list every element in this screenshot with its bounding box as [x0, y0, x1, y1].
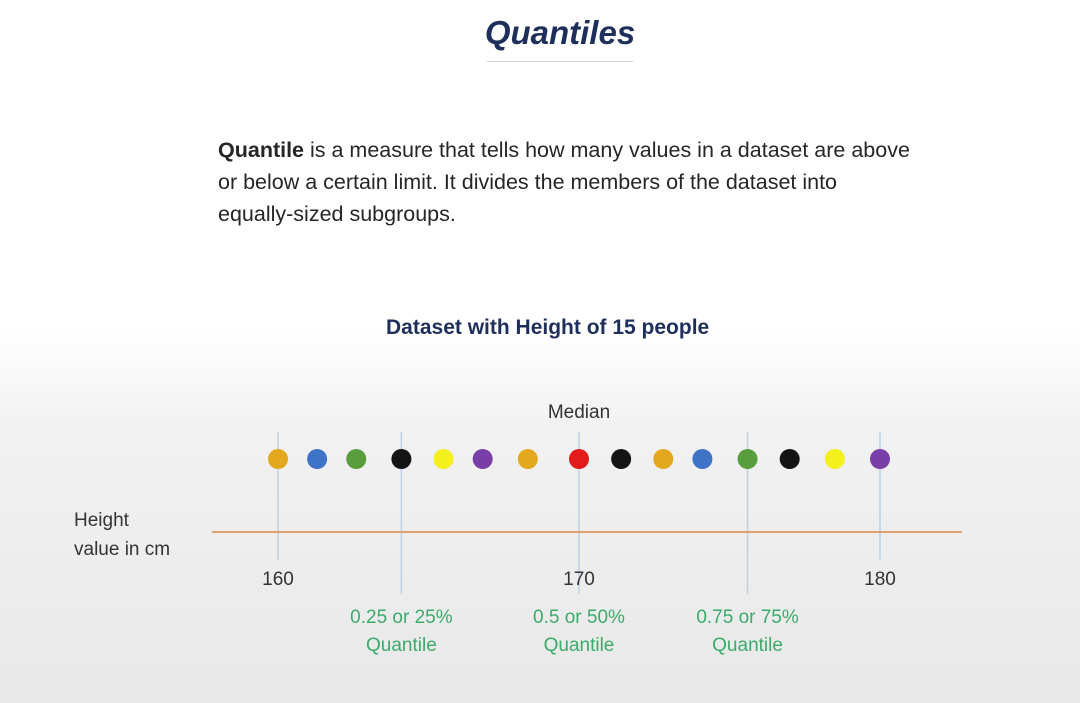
data-point-11 [692, 449, 713, 469]
quantile-label-1-line-2: Quantile [366, 635, 437, 656]
data-point-3 [346, 449, 367, 469]
quantile-label-3-line-1: 0.75 or 75% [696, 607, 799, 628]
tick-label-170: 170 [563, 569, 595, 590]
data-point-7 [517, 449, 538, 469]
definition-paragraph: Quantile is a measure that tells how man… [218, 134, 918, 230]
data-point-6 [472, 449, 493, 469]
data-point-15 [870, 449, 890, 469]
tick-label-160: 160 [262, 569, 294, 590]
title-underline [487, 61, 633, 62]
data-point-4 [391, 449, 412, 469]
data-point-10 [653, 449, 674, 469]
data-point-13 [779, 449, 800, 469]
axis-label-line-2: value in cm [74, 539, 171, 560]
tick-label-180: 180 [864, 569, 896, 590]
quantile-label-2-line-1: 0.5 or 50% [533, 607, 625, 628]
definition-term: Quantile [218, 138, 305, 162]
quantile-label-2-line-2: Quantile [544, 635, 615, 656]
quantile-label-1-line-1: 0.25 or 25% [350, 607, 453, 628]
data-point-2 [307, 449, 328, 469]
data-point-8 [569, 449, 589, 469]
axis-label: Height value in cm [74, 506, 170, 564]
data-point-12 [737, 449, 758, 469]
axis-label-line-1: Height [74, 510, 129, 531]
data-point-5 [433, 449, 454, 469]
definition-text: is a measure that tells how many values … [218, 138, 910, 226]
page-title: Quantiles [484, 14, 636, 51]
quantile-label-3-line-2: Quantile [712, 635, 783, 656]
chart-title: Dataset with Height of 15 people [386, 316, 710, 339]
data-point-14 [824, 449, 845, 469]
data-point-9 [611, 449, 632, 469]
data-point-1 [268, 449, 288, 469]
median-label: Median [548, 402, 610, 423]
